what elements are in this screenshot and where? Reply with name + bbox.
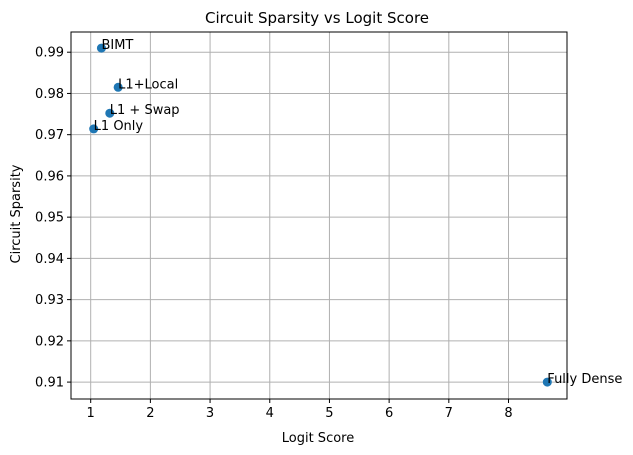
point-label: L1 Only — [94, 119, 144, 134]
y-axis-ticks: 0.91 0.92 0.93 0.94 0.95 0.96 0.97 0.98 0.99 — [35, 46, 71, 391]
chart-title: Circuit Sparsity vs Logit Score — [205, 9, 429, 27]
y-tick-label: 0.94 — [35, 252, 64, 267]
data-points — [89, 43, 552, 387]
point-label: BIMT — [101, 38, 133, 53]
x-axis-ticks: 1 2 3 4 5 6 7 8 — [87, 399, 513, 421]
x-tick-label: 5 — [325, 406, 333, 421]
x-tick-label: 7 — [445, 406, 453, 421]
grid — [71, 32, 567, 399]
x-tick-label: 4 — [266, 406, 274, 421]
plot-frame — [70, 31, 568, 400]
y-axis-label: Circuit Sparsity — [9, 164, 24, 263]
y-tick-label: 0.97 — [35, 128, 64, 143]
x-tick-label: 2 — [146, 406, 154, 421]
x-tick-label: 3 — [206, 406, 214, 421]
y-tick-label: 0.92 — [35, 334, 64, 349]
data-point — [105, 108, 115, 118]
data-point — [542, 377, 552, 387]
data-point — [113, 82, 123, 92]
y-tick-label: 0.96 — [35, 169, 64, 184]
point-label: Fully Dense — [547, 372, 622, 387]
x-tick-label: 8 — [504, 406, 512, 421]
point-label: L1+Local — [118, 77, 178, 92]
y-tick-label: 0.91 — [35, 376, 64, 391]
data-point — [96, 43, 106, 53]
x-tick-label: 6 — [385, 406, 393, 421]
y-tick-label: 0.99 — [35, 46, 64, 61]
x-tick-label: 1 — [87, 406, 95, 421]
point-label: L1 + Swap — [110, 103, 180, 118]
data-point — [89, 124, 99, 134]
y-tick-label: 0.95 — [35, 211, 64, 226]
y-tick-label: 0.98 — [35, 87, 64, 102]
y-tick-label: 0.93 — [35, 293, 64, 308]
x-axis-label: Logit Score — [282, 431, 354, 446]
